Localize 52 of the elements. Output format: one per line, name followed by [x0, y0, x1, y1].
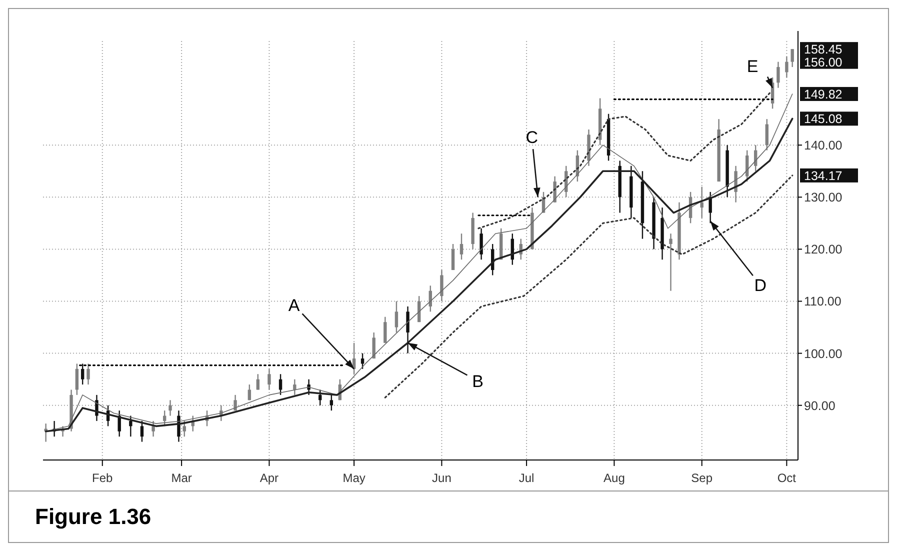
y-tick-label: 100.00 [804, 346, 842, 361]
candlestick [746, 150, 749, 182]
candlestick [384, 316, 387, 344]
candlestick [248, 384, 252, 401]
candlestick [700, 186, 704, 219]
candlestick [480, 228, 483, 260]
candlestick [330, 394, 334, 412]
y-tick-label: 145.08 [804, 112, 842, 126]
x-tick-label: Sep [691, 471, 713, 485]
candlestick [268, 368, 271, 390]
line-series [384, 174, 794, 398]
y-tick-label: 158.45 [804, 42, 842, 57]
y-tick-label: 149.82 [804, 87, 842, 102]
x-tick-label: Apr [260, 471, 279, 485]
x-tick-label: Feb [92, 471, 114, 485]
y-tick-label: 130.00 [804, 190, 842, 205]
candlestick [765, 118, 768, 151]
y-tick-label: 140.00 [804, 138, 842, 153]
candlestick [256, 374, 260, 390]
y-tick-label: 120.00 [804, 242, 842, 257]
y-tick-label: 134.17 [804, 168, 842, 183]
candlestick [776, 61, 780, 88]
x-tick-label: Mar [171, 471, 192, 485]
annotation: B [472, 372, 484, 391]
candlestick [790, 48, 794, 68]
y-tick-label: 90.00 [804, 398, 836, 413]
annotation: A [288, 296, 300, 315]
x-tick-label: Jul [518, 471, 534, 485]
text: Figure 1.36 [35, 504, 152, 529]
y-tick-label: 110.00 [804, 294, 842, 309]
candlestick [460, 232, 464, 260]
candlestick [182, 420, 186, 438]
y-tick-label: 156.00 [804, 55, 842, 70]
candlestick [318, 389, 322, 406]
x-tick-label: Jun [432, 471, 452, 485]
candlestick [451, 243, 455, 271]
candlestick [708, 191, 712, 224]
candlestick [734, 165, 738, 203]
candlestick [669, 232, 672, 292]
x-tick-label: Oct [777, 471, 797, 485]
candlestick [406, 306, 410, 354]
candlestick [278, 374, 282, 396]
candlestick [360, 352, 364, 370]
candlestick [440, 269, 444, 302]
annotation: D [754, 276, 766, 296]
candlestick [394, 300, 398, 334]
candlestick [293, 378, 296, 396]
annotation: C [526, 128, 538, 148]
annotation: E [746, 56, 758, 76]
candlestick [785, 56, 788, 78]
x-tick-label: Aug [604, 471, 625, 485]
x-tick-label: May [342, 471, 366, 485]
